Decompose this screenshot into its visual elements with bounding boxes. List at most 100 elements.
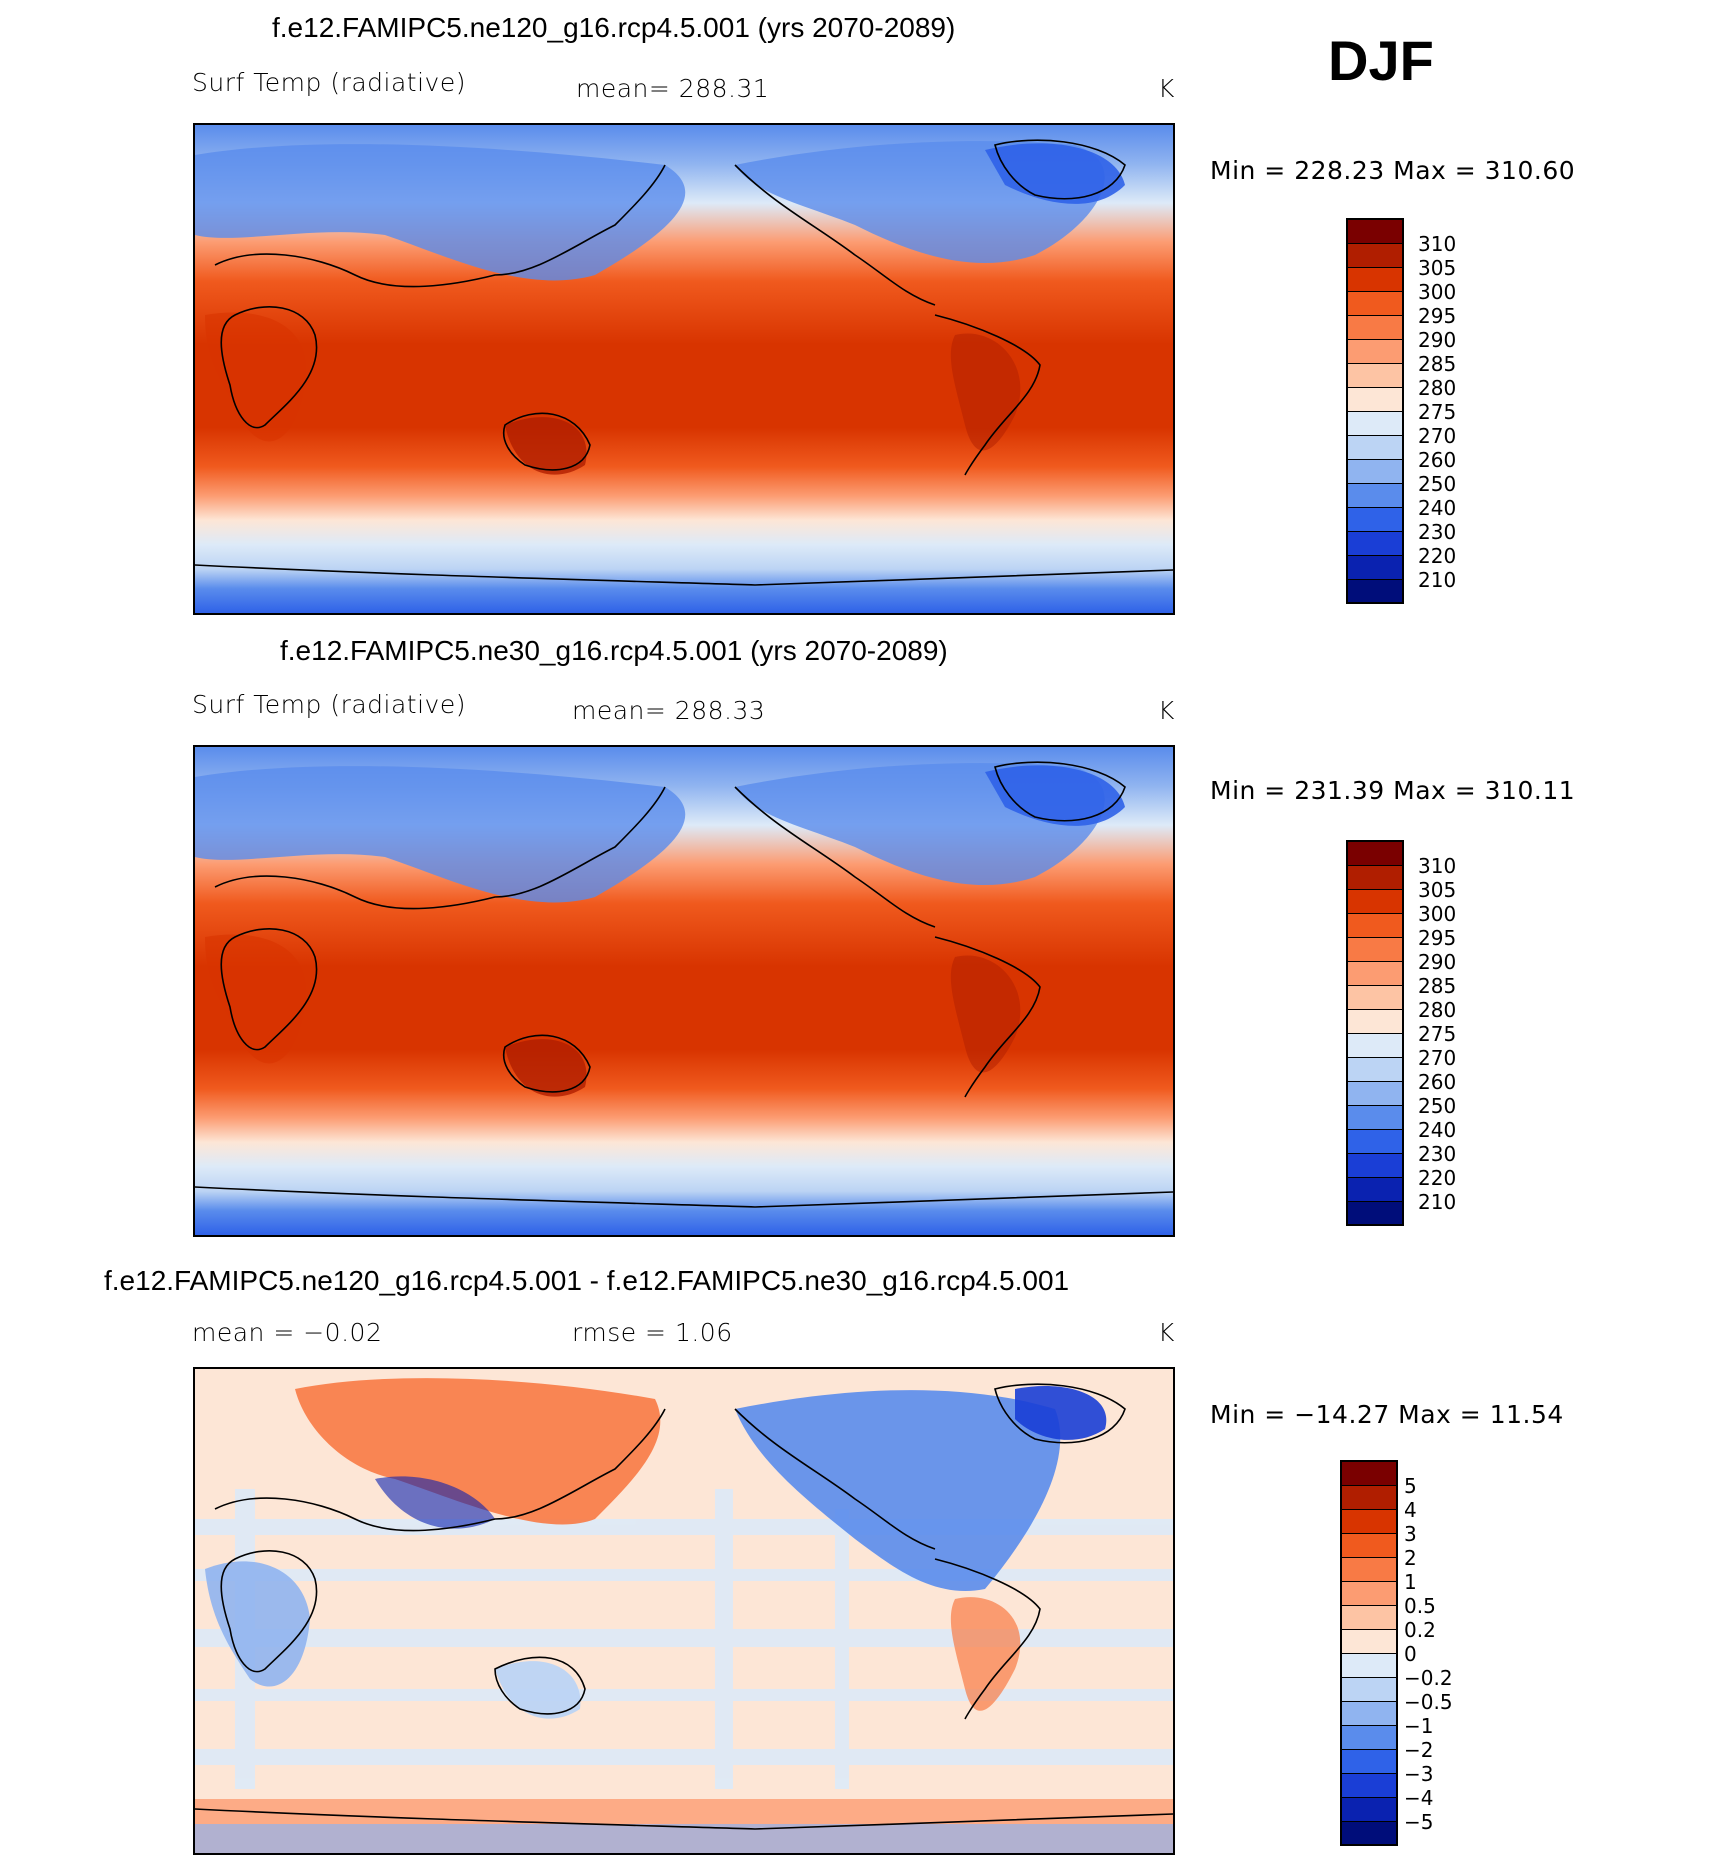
cbar2-label: 210 — [1418, 1190, 1457, 1214]
cbar3-cell — [1342, 1582, 1396, 1606]
cbar2-label: 280 — [1418, 998, 1457, 1022]
cbar1-label: 290 — [1418, 328, 1457, 352]
cbar2-cell — [1348, 1106, 1402, 1130]
cbar1-label: 210 — [1418, 568, 1457, 592]
cbar3-label: −4 — [1404, 1786, 1434, 1810]
cbar3-label: −0.2 — [1404, 1666, 1453, 1690]
cbar1-cell — [1348, 460, 1402, 484]
cbar1-cell — [1348, 484, 1402, 508]
cbar2-cell — [1348, 938, 1402, 962]
cbar3-cell — [1342, 1462, 1396, 1486]
cbar3-label: 4 — [1404, 1498, 1417, 1522]
cbar3-cell — [1342, 1774, 1396, 1798]
cbar1-label: 285 — [1418, 352, 1457, 376]
panel2-title: f.e12.FAMIPC5.ne30_g16.rcp4.5.001 (yrs 2… — [280, 635, 948, 666]
cbar2-cell — [1348, 1130, 1402, 1154]
cbar1-label: 270 — [1418, 424, 1457, 448]
panel3-colorbar — [1340, 1460, 1398, 1846]
cbar3-cell — [1342, 1702, 1396, 1726]
panel1-title: f.e12.FAMIPC5.ne120_g16.rcp4.5.001 (yrs … — [272, 12, 956, 43]
cbar3-label: 0.2 — [1404, 1618, 1436, 1642]
cbar1-cell — [1348, 220, 1402, 244]
cbar1-cell — [1348, 556, 1402, 580]
cbar3-label: −2 — [1404, 1738, 1434, 1762]
cbar1-cell — [1348, 340, 1402, 364]
cbar3-cell — [1342, 1630, 1396, 1654]
panel3-rmse: rmse = 1.06 — [572, 1318, 733, 1347]
cbar2-cell — [1348, 1034, 1402, 1058]
cbar1-label: 250 — [1418, 472, 1457, 496]
cbar3-label: 2 — [1404, 1546, 1417, 1570]
cbar1-cell — [1348, 316, 1402, 340]
cbar2-cell — [1348, 1202, 1402, 1224]
cbar3-cell — [1342, 1726, 1396, 1750]
cbar2-cell — [1348, 842, 1402, 866]
cbar2-label: 310 — [1418, 854, 1457, 878]
panel3-map — [193, 1367, 1175, 1855]
cbar3-label: −0.5 — [1404, 1690, 1453, 1714]
cbar2-label: 290 — [1418, 950, 1457, 974]
cbar3-cell — [1342, 1510, 1396, 1534]
cbar2-cell — [1348, 914, 1402, 938]
panel2-variable: Surf Temp (radiative) — [192, 690, 466, 719]
cbar3-cell — [1342, 1678, 1396, 1702]
cbar1-cell — [1348, 388, 1402, 412]
season-label: DJF — [1328, 29, 1434, 92]
cbar3-cell — [1342, 1486, 1396, 1510]
cbar1-cell — [1348, 268, 1402, 292]
cbar1-cell — [1348, 412, 1402, 436]
cbar3-label: 1 — [1404, 1570, 1417, 1594]
cbar3-cell — [1342, 1654, 1396, 1678]
panel2-colorbar — [1346, 840, 1404, 1226]
cbar3-cell — [1342, 1750, 1396, 1774]
panel1-temperature-field — [195, 125, 1173, 613]
cbar3-label: 5 — [1404, 1474, 1417, 1498]
cbar2-label: 250 — [1418, 1094, 1457, 1118]
cbar1-label: 240 — [1418, 496, 1457, 520]
panel3-units: K — [1158, 1318, 1175, 1347]
cbar1-label: 220 — [1418, 544, 1457, 568]
cbar3-label: −1 — [1404, 1714, 1434, 1738]
panel1-mean: mean= 288.31 — [576, 74, 770, 103]
cbar3-cell — [1342, 1798, 1396, 1822]
cbar1-label: 275 — [1418, 400, 1457, 424]
cbar3-cell — [1342, 1558, 1396, 1582]
cbar2-cell — [1348, 986, 1402, 1010]
cbar3-label: −5 — [1404, 1810, 1434, 1834]
cbar3-label: 3 — [1404, 1522, 1417, 1546]
cbar1-label: 280 — [1418, 376, 1457, 400]
cbar2-cell — [1348, 1178, 1402, 1202]
cbar1-cell — [1348, 436, 1402, 460]
cbar1-label: 260 — [1418, 448, 1457, 472]
panel1-units: K — [1158, 74, 1175, 103]
cbar1-label: 295 — [1418, 304, 1457, 328]
cbar2-label: 295 — [1418, 926, 1457, 950]
cbar3-cell — [1342, 1822, 1396, 1844]
panel1-minmax: Min = 228.23 Max = 310.60 — [1210, 156, 1576, 185]
panel1-map — [193, 123, 1175, 615]
cbar3-label: 0.5 — [1404, 1594, 1436, 1618]
panel2-temperature-field — [195, 747, 1173, 1235]
panel3-difference-field — [195, 1369, 1173, 1853]
cbar2-cell — [1348, 1010, 1402, 1034]
panel2-units: K — [1158, 696, 1175, 725]
cbar1-cell — [1348, 292, 1402, 316]
cbar3-label: −3 — [1404, 1762, 1434, 1786]
cbar2-label: 260 — [1418, 1070, 1457, 1094]
panel2-minmax: Min = 231.39 Max = 310.11 — [1210, 776, 1576, 805]
cbar2-label: 285 — [1418, 974, 1457, 998]
cbar3-cell — [1342, 1606, 1396, 1630]
cbar2-label: 305 — [1418, 878, 1457, 902]
panel3-mean: mean = −0.02 — [192, 1318, 383, 1347]
cbar1-label: 310 — [1418, 232, 1457, 256]
cbar1-cell — [1348, 364, 1402, 388]
panel1-variable: Surf Temp (radiative) — [192, 68, 466, 97]
cbar2-cell — [1348, 962, 1402, 986]
cbar1-cell — [1348, 580, 1402, 602]
cbar2-cell — [1348, 1058, 1402, 1082]
cbar2-label: 220 — [1418, 1166, 1457, 1190]
cbar2-cell — [1348, 890, 1402, 914]
cbar1-label: 230 — [1418, 520, 1457, 544]
cbar2-label: 270 — [1418, 1046, 1457, 1070]
cbar2-cell — [1348, 1154, 1402, 1178]
